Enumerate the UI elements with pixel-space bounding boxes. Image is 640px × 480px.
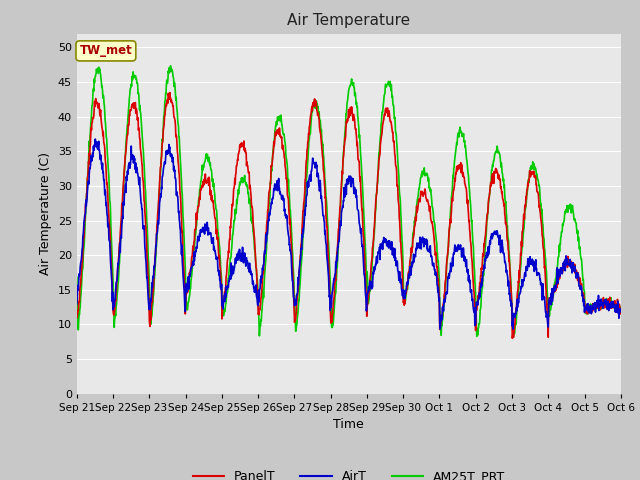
Legend: PanelT, AirT, AM25T_PRT: PanelT, AirT, AM25T_PRT [188, 465, 510, 480]
Y-axis label: Air Temperature (C): Air Temperature (C) [39, 152, 52, 275]
X-axis label: Time: Time [333, 418, 364, 431]
Text: TW_met: TW_met [79, 44, 132, 58]
Title: Air Temperature: Air Temperature [287, 13, 410, 28]
